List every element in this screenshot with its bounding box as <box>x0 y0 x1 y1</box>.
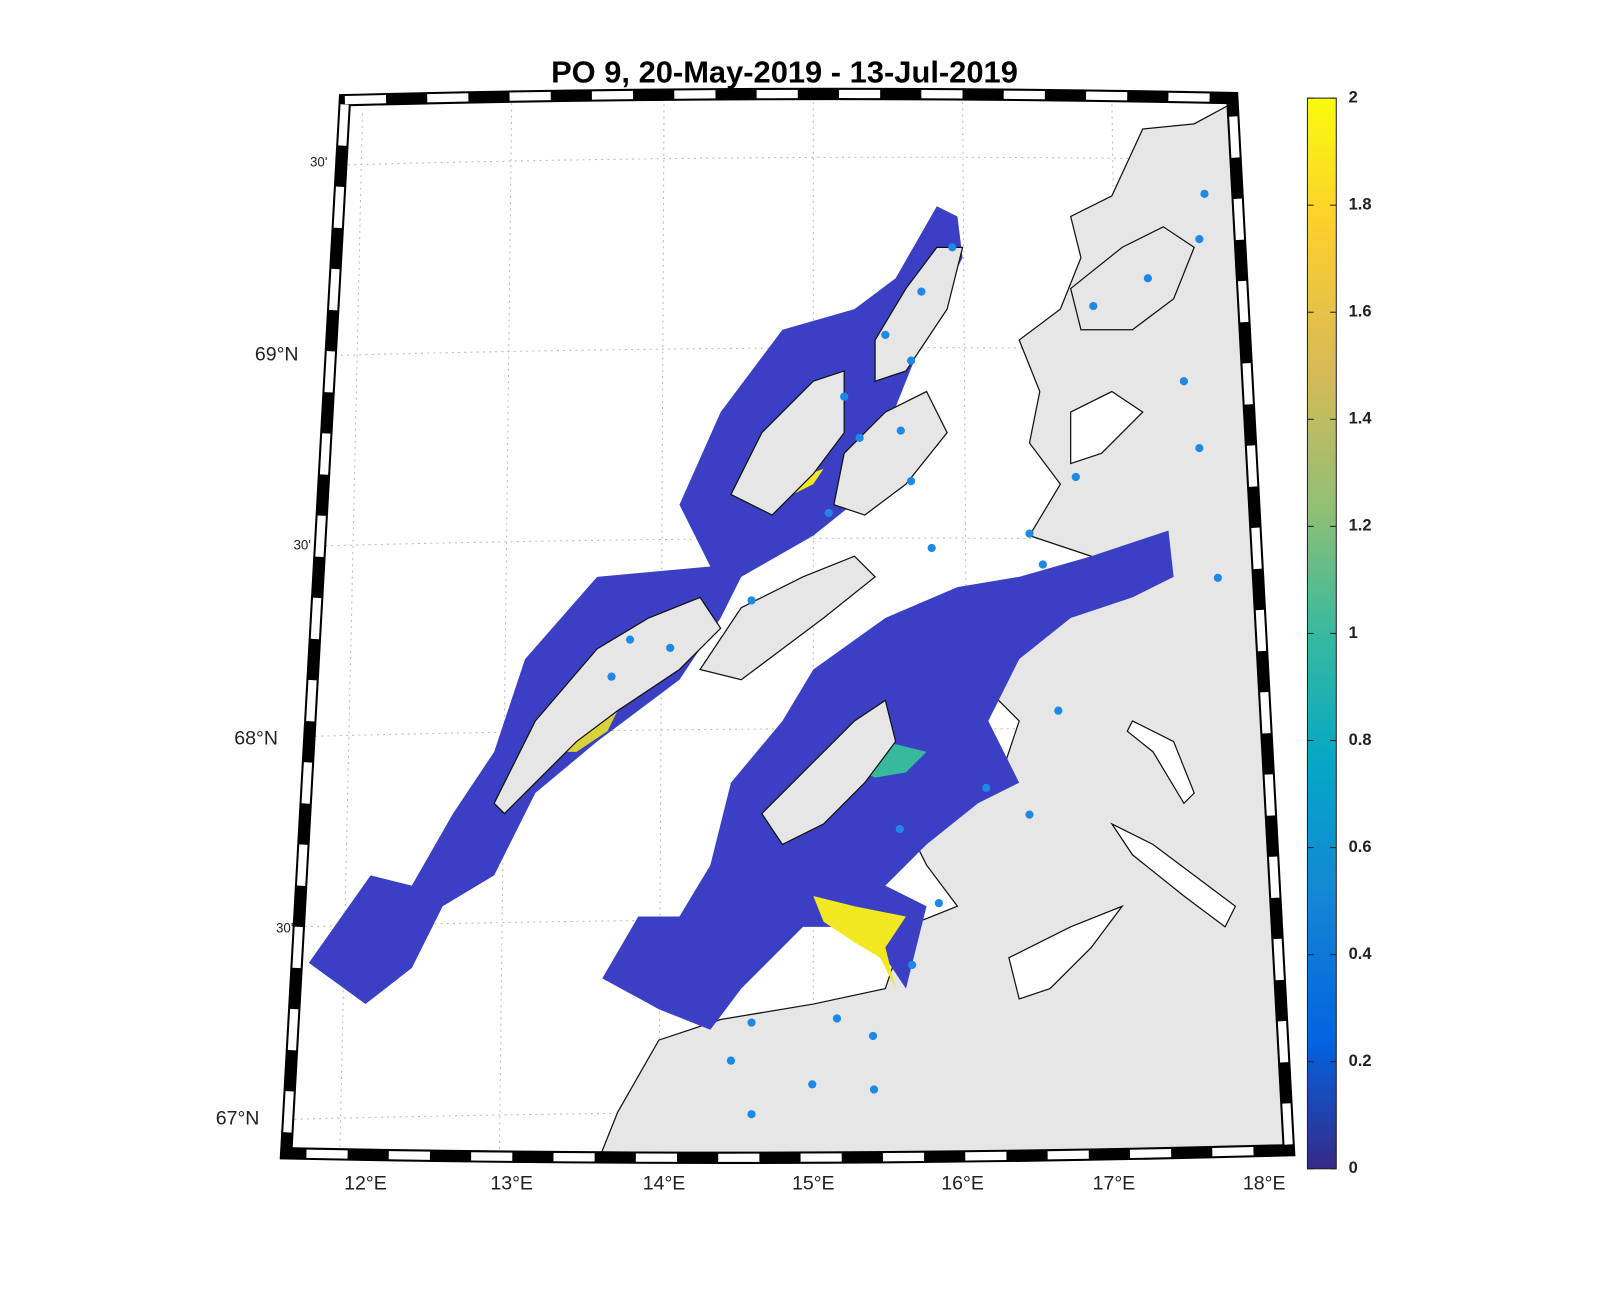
station <box>1195 444 1204 453</box>
station <box>868 1031 878 1041</box>
station <box>855 433 864 442</box>
station <box>607 672 616 681</box>
island <box>699 555 876 681</box>
colorbar-tick-label: 0.4 <box>1349 945 1373 963</box>
station <box>808 1080 817 1089</box>
lat-label: 67°N <box>216 1108 260 1130</box>
station <box>948 243 957 252</box>
station <box>666 643 675 652</box>
station <box>906 356 916 365</box>
station <box>747 1018 756 1027</box>
lake <box>1126 720 1195 805</box>
island <box>493 596 722 815</box>
station <box>1143 274 1152 283</box>
station <box>1213 573 1223 582</box>
high-value-area <box>813 895 906 989</box>
station <box>747 596 756 605</box>
stations <box>607 189 1245 1119</box>
island <box>874 246 964 383</box>
island <box>833 390 948 516</box>
lon-label: 17°E <box>1093 1172 1136 1194</box>
station <box>881 330 890 340</box>
lat-label: 30' <box>276 920 293 935</box>
lon-label: 14°E <box>643 1172 686 1194</box>
title: PO 9, 20-May-2019 - 13-Jul-2019 <box>551 55 1018 90</box>
mainland <box>596 102 1289 1158</box>
station <box>1025 529 1034 538</box>
station <box>917 287 926 296</box>
island <box>1069 226 1195 331</box>
station <box>1025 810 1034 819</box>
station <box>824 508 833 518</box>
station <box>1195 235 1204 244</box>
station <box>1071 472 1080 482</box>
lon-label: 13°E <box>490 1172 533 1194</box>
colorbar-tick-label: 0.2 <box>1349 1052 1372 1070</box>
lon-label: 16°E <box>941 1172 984 1194</box>
colorbar-tick-label: 2 <box>1349 88 1358 106</box>
colorbar-tick-label: 1.8 <box>1349 196 1372 214</box>
colorbar-tick-label: 1.4 <box>1349 410 1373 428</box>
colorbar-tick-label: 0.8 <box>1349 731 1372 749</box>
lat-label: 30' <box>293 537 310 552</box>
station <box>747 1110 756 1119</box>
lake <box>1110 822 1237 928</box>
station <box>1200 189 1209 198</box>
colorbar-tick-label: 0.6 <box>1349 838 1372 856</box>
lon-label: 18°E <box>1243 1172 1286 1194</box>
data-swath <box>602 530 1174 1030</box>
lat-label: 69°N <box>255 344 299 366</box>
station <box>896 426 905 435</box>
station <box>908 960 917 970</box>
station <box>1179 377 1189 386</box>
station <box>869 1085 879 1094</box>
map-area <box>286 93 1289 1158</box>
station <box>895 824 904 834</box>
station <box>934 899 944 908</box>
station <box>726 1056 736 1065</box>
colorbar-tick-label: 0 <box>1349 1159 1358 1177</box>
station <box>982 783 991 792</box>
station <box>840 392 849 401</box>
colorbar-tick-label: 1.6 <box>1349 303 1372 321</box>
lon-label: 15°E <box>792 1172 835 1194</box>
labels: 12°E 13°E 14°E 15°E 16°E 17°E 18°E 69°N 30' 68°N 3… <box>216 88 1373 1194</box>
lon-label: 12°E <box>344 1172 387 1194</box>
colorbar-tick-label: 1 <box>1349 624 1358 642</box>
lake <box>1070 390 1144 465</box>
colorbar-tick-label: 1.2 <box>1349 517 1372 535</box>
station <box>832 1014 842 1023</box>
station <box>1089 301 1098 311</box>
map-frame-pattern <box>281 89 1294 1162</box>
station <box>906 476 916 486</box>
island <box>730 370 845 516</box>
station <box>927 543 936 553</box>
lake <box>1008 904 1124 1000</box>
lat-label: 30' <box>310 154 327 169</box>
station <box>1054 706 1063 715</box>
station <box>1038 560 1047 569</box>
island <box>761 699 897 846</box>
lat-label: 68°N <box>234 728 278 750</box>
station <box>625 635 635 644</box>
